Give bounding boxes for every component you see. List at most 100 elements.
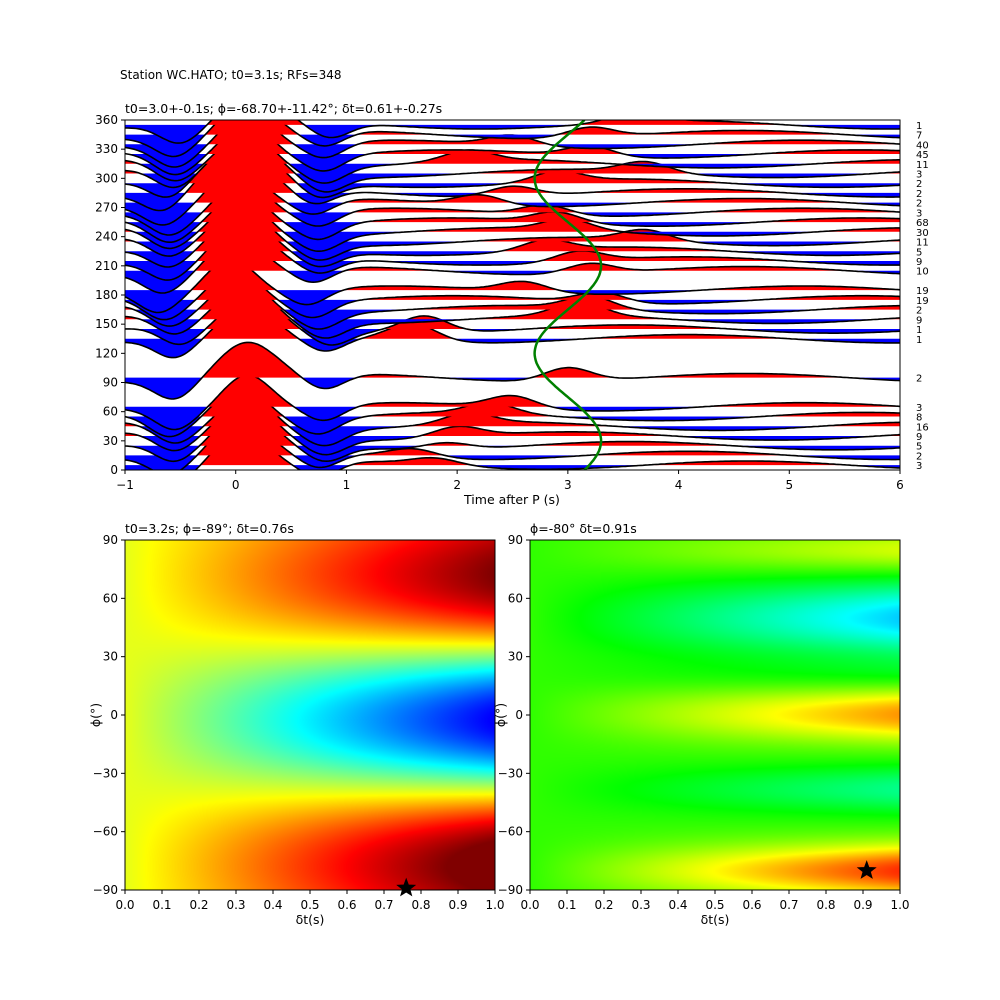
trace-count: 2 bbox=[916, 179, 922, 190]
trace-count: 2 bbox=[916, 306, 922, 317]
x-tick-label: 0.7 bbox=[374, 898, 393, 912]
x-tick-label: 0.9 bbox=[853, 898, 872, 912]
x-tick-label: 0.5 bbox=[300, 898, 319, 912]
trace-line bbox=[125, 258, 900, 314]
y-tick-label: 60 bbox=[103, 405, 118, 419]
y-tick-label: 90 bbox=[508, 533, 523, 547]
left-map-title: t0=3.2s; ϕ=-89°; δt=0.76s bbox=[125, 521, 294, 536]
x-tick-label: 0.7 bbox=[779, 898, 798, 912]
trace-count: 2 bbox=[916, 451, 922, 462]
trace-count: 16 bbox=[916, 422, 929, 433]
x-tick-label: 0.5 bbox=[705, 898, 724, 912]
right-y-axis-label: ϕ(°) bbox=[493, 703, 508, 727]
trace-count: 9 bbox=[916, 257, 922, 268]
trace-count: 3 bbox=[916, 208, 922, 219]
trace-fill-negative bbox=[125, 202, 900, 225]
trace-count: 1 bbox=[916, 121, 922, 132]
x-tick-label: 0.6 bbox=[337, 898, 356, 912]
y-tick-label: −30 bbox=[93, 766, 118, 780]
trace-fill-negative bbox=[125, 212, 900, 235]
trace-count: 68 bbox=[916, 218, 929, 229]
y-tick-label: 240 bbox=[95, 230, 118, 244]
y-tick-label: −60 bbox=[93, 825, 118, 839]
x-tick-label: 2 bbox=[453, 478, 461, 492]
trace-fill-negative bbox=[125, 416, 900, 437]
trace-fill-positive bbox=[125, 417, 900, 456]
trace-fill-positive bbox=[125, 259, 900, 291]
x-tick-label: 1.0 bbox=[890, 898, 909, 912]
y-tick-label: 90 bbox=[103, 533, 118, 547]
trace-fill-positive bbox=[125, 222, 900, 261]
trace-fill-positive bbox=[125, 120, 900, 135]
trace-fill-positive bbox=[125, 342, 900, 378]
trace-count: 40 bbox=[916, 140, 929, 151]
trace-count: 1 bbox=[916, 335, 922, 346]
left-x-axis-label: δt(s) bbox=[296, 912, 325, 927]
y-tick-label: 180 bbox=[95, 288, 118, 302]
x-tick-label: 3 bbox=[564, 478, 572, 492]
y-tick-label: −90 bbox=[498, 883, 523, 897]
trace-line bbox=[125, 120, 900, 144]
y-tick-label: 0 bbox=[110, 463, 118, 477]
right-y-axis: 90 60 30 0 −30 −60 −90 bbox=[498, 533, 530, 897]
right-x-axis: 0.0 0.1 0.2 0.3 0.4 0.5 0.6 0.7 0.8 0.9 1.0 bbox=[520, 890, 910, 912]
right-heatmap-image bbox=[530, 540, 900, 890]
x-tick-label: 0.9 bbox=[448, 898, 467, 912]
trace-count: 3 bbox=[916, 169, 922, 180]
x-tick-label: 0.3 bbox=[631, 898, 650, 912]
x-tick-label: 0.3 bbox=[226, 898, 245, 912]
left-y-axis-label: ϕ(°) bbox=[88, 703, 103, 727]
y-tick-label: 360 bbox=[95, 113, 118, 127]
trace-count: 19 bbox=[916, 286, 929, 297]
y-tick-label: 150 bbox=[95, 317, 118, 331]
trace-count: 7 bbox=[916, 131, 922, 142]
trace-fill-negative bbox=[125, 144, 900, 168]
trace-count: 9 bbox=[916, 315, 922, 326]
y-tick-label: 300 bbox=[95, 171, 118, 185]
y-tick-label: 30 bbox=[103, 650, 118, 664]
trace-fill-positive bbox=[125, 167, 900, 203]
trace-fill-positive bbox=[125, 277, 900, 310]
y-tick-label: 90 bbox=[103, 376, 118, 390]
y-tick-label: 60 bbox=[103, 591, 118, 605]
trace-fill-positive bbox=[125, 120, 900, 145]
trace-count: 45 bbox=[916, 150, 929, 161]
trace-fill-negative bbox=[125, 270, 900, 294]
right-x-axis-label: δt(s) bbox=[701, 912, 730, 927]
trace-fill-positive bbox=[125, 212, 900, 252]
right-best-fit-star bbox=[856, 860, 877, 879]
x-tick-label: 0.4 bbox=[263, 898, 282, 912]
trace-count: 8 bbox=[916, 413, 922, 424]
trace-count: 9 bbox=[916, 432, 922, 443]
x-tick-label: 0.8 bbox=[411, 898, 430, 912]
x-tick-label: −1 bbox=[116, 478, 134, 492]
trace-fill-positive bbox=[125, 155, 900, 193]
rf-panel-title: t0=3.0+-0.1s; ϕ=-68.70+-11.42°; δt=0.61+… bbox=[125, 101, 442, 116]
rf-panel: t0=3.0+-0.1s; ϕ=-68.70+-11.42°; δt=0.61+… bbox=[95, 101, 929, 507]
right-map-title: ϕ=-80° δt=0.91s bbox=[530, 521, 637, 536]
trace-fill-negative bbox=[125, 338, 900, 358]
x-tick-label: 0 bbox=[232, 478, 240, 492]
y-tick-label: 270 bbox=[95, 201, 118, 215]
x-tick-label: 4 bbox=[675, 478, 683, 492]
trace-count: 5 bbox=[916, 442, 922, 453]
left-y-axis: 90 60 30 0 −30 −60 −90 bbox=[93, 533, 125, 897]
trace-count: 5 bbox=[916, 247, 922, 258]
y-tick-label: 0 bbox=[515, 708, 523, 722]
y-tick-label: −90 bbox=[93, 883, 118, 897]
left-best-fit-star bbox=[396, 877, 417, 897]
trace-fill-positive bbox=[125, 138, 900, 174]
y-tick-label: 0 bbox=[110, 708, 118, 722]
x-tick-label: 1 bbox=[343, 478, 351, 492]
trace-count: 11 bbox=[916, 238, 929, 249]
figure-title: Station WC.HATO; t0=3.1s; RFs=348 bbox=[120, 68, 342, 82]
trace-fill-negative bbox=[125, 406, 900, 430]
trace-fill-positive bbox=[125, 199, 900, 232]
x-tick-label: 0.1 bbox=[557, 898, 576, 912]
trace-fill-positive bbox=[125, 144, 900, 184]
trace-fill-negative bbox=[125, 290, 900, 313]
trace-count: 30 bbox=[916, 228, 929, 239]
rf-y-axis: 0 30 60 90 120 150 180 210 240 270 300 330 360 bbox=[95, 113, 125, 477]
best-fit-star bbox=[856, 860, 877, 879]
